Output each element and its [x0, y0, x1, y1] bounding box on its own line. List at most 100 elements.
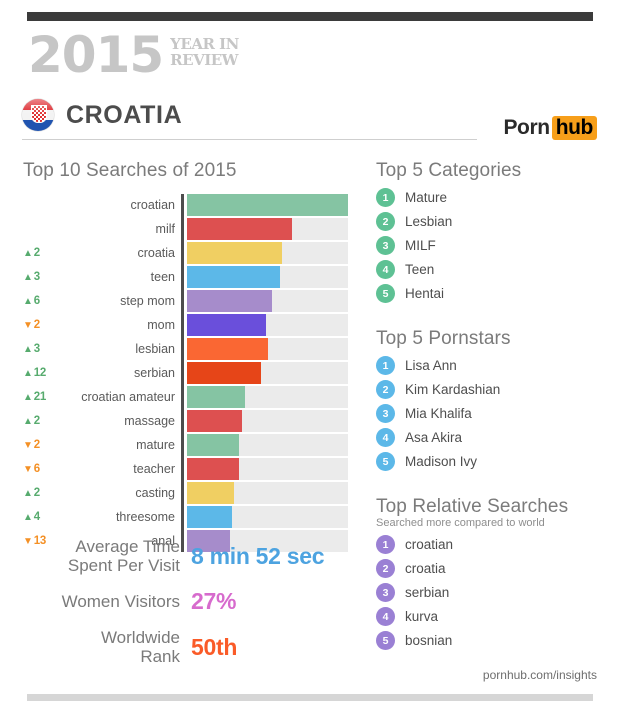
relative-search-item[interactable]: 3 serbian [376, 583, 606, 602]
bar-chart-row: ▲2 croatia [23, 242, 348, 264]
category-item[interactable]: 2 Lesbian [376, 212, 606, 231]
bar-track [187, 266, 348, 288]
stat-value: 50th [191, 633, 238, 660]
year-banner: 2015 YEAR IN REVIEW [28, 30, 239, 80]
top-categories-section: Top 5 Categories 1 Mature 2 Lesbian 3 MILF 4 Te… [376, 160, 606, 303]
bar-track [187, 242, 348, 264]
flag-stripe-blue [22, 120, 54, 131]
bar-label: croatian [130, 198, 175, 212]
bar-track [187, 458, 348, 480]
top-relative-list: 1 croatian 2 croatia 3 serbian 4 kurva 5 bosnian [376, 535, 606, 650]
category-item[interactable]: 4 Teen [376, 260, 606, 279]
relative-search-item[interactable]: 1 croatian [376, 535, 606, 554]
rank-badge: 3 [376, 404, 395, 423]
bar-fill [187, 410, 242, 432]
bar-label: croatia [137, 246, 175, 260]
rank-change-up-icon: ▲6 [23, 295, 40, 307]
bar-track [187, 362, 348, 384]
top-searches-title: Top 10 Searches of 2015 [23, 160, 237, 181]
bar-chart-row: ▼13 anal [23, 530, 348, 552]
relative-search-item[interactable]: 4 kurva [376, 607, 606, 626]
pornstar-label: Lisa Ann [405, 358, 457, 373]
bar-track [187, 530, 348, 552]
bar-chart-row: ▲6 step mom [23, 290, 348, 312]
stat-row: Average Time Spent Per Visit 8 min 52 sec [23, 537, 353, 575]
bar-fill [187, 482, 234, 504]
pornstar-item[interactable]: 1 Lisa Ann [376, 356, 606, 375]
relative-search-item[interactable]: 5 bosnian [376, 631, 606, 650]
bar-track [187, 218, 348, 240]
pornstar-label: Mia Khalifa [405, 406, 472, 421]
country-header: CROATIA [22, 99, 182, 131]
year-subtitle-line1: YEAR IN [170, 35, 239, 53]
rank-change-up-icon: ▲3 [23, 343, 40, 355]
top-categories-list: 1 Mature 2 Lesbian 3 MILF 4 Teen 5 Hentai [376, 188, 606, 303]
bar-track [187, 290, 348, 312]
rank-change-up-icon: ▲4 [23, 511, 40, 523]
croatia-flag-icon [22, 99, 54, 131]
bar-track [187, 194, 348, 216]
summary-stats: Average Time Spent Per Visit 8 min 52 sec W… [23, 537, 353, 679]
relative-search-label: croatia [405, 561, 446, 576]
bar-label: lesbian [135, 342, 175, 356]
pornhub-logo: Porn hub [503, 116, 597, 140]
category-label: Lesbian [405, 214, 453, 229]
bar-chart-row: ▲2 massage [23, 410, 348, 432]
relative-search-item[interactable]: 2 croatia [376, 559, 606, 578]
top-pornstars-section: Top 5 Pornstars 1 Lisa Ann 2 Kim Kardashian… [376, 328, 606, 471]
bar-track [187, 314, 348, 336]
rank-badge: 4 [376, 607, 395, 626]
rank-badge: 1 [376, 535, 395, 554]
bar-label: serbian [134, 366, 175, 380]
pornstar-label: Madison Ivy [405, 454, 478, 469]
pornstar-label: Kim Kardashian [405, 382, 501, 397]
category-item[interactable]: 3 MILF [376, 236, 606, 255]
pornstar-item[interactable]: 3 Mia Khalifa [376, 404, 606, 423]
pornstar-item[interactable]: 4 Asa Akira [376, 428, 606, 447]
chart-axis-line [181, 194, 184, 552]
bar-track [187, 434, 348, 456]
top-categories-title: Top 5 Categories [376, 160, 522, 181]
header-divider [22, 139, 477, 140]
top-divider-bar [27, 12, 593, 21]
rank-change-up-icon: ▲12 [23, 367, 47, 379]
bar-chart-row: ▲3 teen [23, 266, 348, 288]
flag-stripe-red [22, 99, 54, 110]
pornstar-item[interactable]: 2 Kim Kardashian [376, 380, 606, 399]
bar-fill [187, 386, 245, 408]
bar-fill [187, 530, 231, 552]
bar-label: teacher [133, 462, 175, 476]
bar-chart-row: milf [23, 218, 348, 240]
rank-change-down-icon: ▼2 [23, 319, 40, 331]
bar-track [187, 386, 348, 408]
bar-label: step mom [120, 294, 175, 308]
stat-value: 27% [191, 588, 237, 614]
bar-label: massage [124, 414, 175, 428]
stat-label: Worldwide Rank [100, 628, 180, 666]
footer-link[interactable]: pornhub.com/insights [482, 668, 597, 682]
relative-search-label: croatian [405, 537, 454, 552]
bar-chart-row: ▲12 serbian [23, 362, 348, 384]
bar-fill [187, 362, 262, 384]
relative-search-label: kurva [405, 609, 439, 624]
category-item[interactable]: 5 Hentai [376, 284, 606, 303]
bottom-divider-bar [27, 694, 593, 701]
bar-chart-row: ▲21 croatian amateur [23, 386, 348, 408]
rank-badge: 3 [376, 236, 395, 255]
bar-chart-rows: croatian milf ▲2 croatia ▲3 teen ▲6 step mom ▼2 m… [23, 194, 348, 552]
bar-fill [187, 290, 273, 312]
top-relative-title: Top Relative Searches [376, 496, 569, 517]
logo-text-porn: Porn [503, 116, 550, 139]
pornstar-item[interactable]: 5 Madison Ivy [376, 452, 606, 471]
category-label: Mature [405, 190, 448, 205]
bar-label: mature [136, 438, 175, 452]
bar-fill [187, 218, 292, 240]
rank-change-down-icon: ▼2 [23, 439, 40, 451]
spacer-1 [376, 308, 606, 328]
category-item[interactable]: 1 Mature [376, 188, 606, 207]
stat-row: Women Visitors 27% [23, 588, 353, 615]
relative-search-label: serbian [405, 585, 450, 600]
relative-search-label: bosnian [405, 633, 453, 648]
bar-chart-row: ▼2 mom [23, 314, 348, 336]
top-pornstars-title: Top 5 Pornstars [376, 328, 511, 349]
